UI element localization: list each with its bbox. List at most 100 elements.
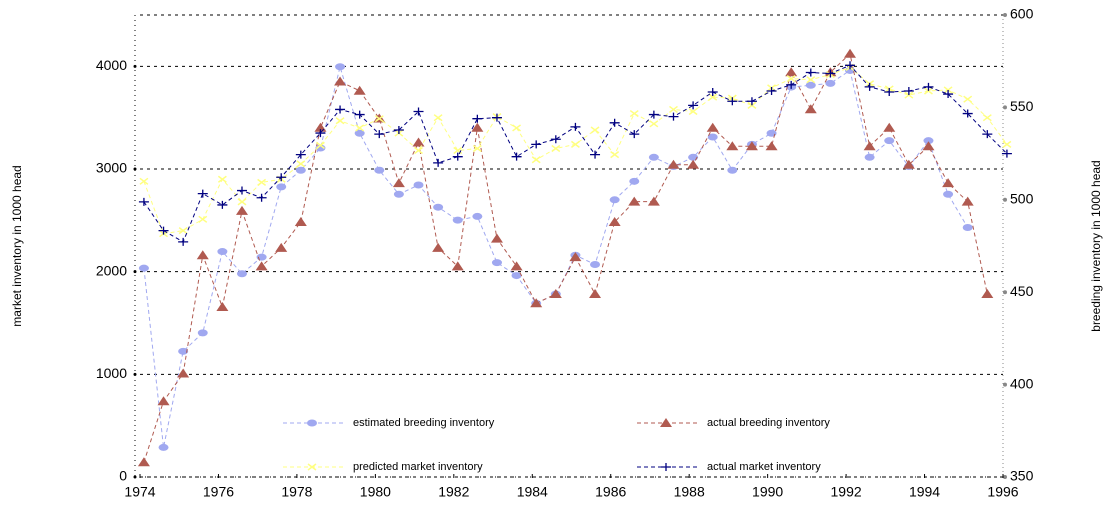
marker [216, 301, 229, 311]
marker [863, 141, 876, 151]
marker [825, 69, 836, 78]
marker [648, 153, 659, 161]
y2-tick [1003, 290, 1007, 295]
y-tick-label: 0 [119, 468, 127, 484]
marker [531, 140, 542, 149]
marker [452, 216, 463, 224]
marker [197, 189, 208, 198]
marker [610, 151, 620, 159]
marker [512, 124, 522, 132]
marker [629, 177, 640, 185]
y2-tick-label: 450 [1010, 283, 1034, 299]
x-tick-label: 1984 [517, 484, 548, 500]
y-tick-label: 3000 [96, 160, 127, 176]
marker [217, 175, 227, 183]
y-tick [133, 64, 137, 68]
marker [805, 81, 816, 89]
y-tick [133, 270, 137, 274]
marker [844, 48, 857, 58]
marker [315, 141, 325, 149]
marker [413, 107, 424, 116]
x-tick-label: 1990 [752, 484, 783, 500]
marker [745, 141, 758, 151]
marker [334, 76, 347, 86]
x-tick-label: 1976 [203, 484, 234, 500]
marker [922, 141, 935, 151]
marker [805, 68, 816, 77]
marker [943, 90, 954, 99]
y2-tick [1003, 475, 1007, 479]
marker [550, 135, 561, 144]
marker [661, 463, 671, 471]
x-tick-label: 1994 [909, 484, 940, 500]
marker [393, 125, 404, 134]
marker [414, 146, 423, 155]
marker [374, 166, 385, 174]
marker [307, 463, 317, 471]
marker [608, 216, 621, 226]
marker [727, 166, 738, 174]
marker [688, 107, 698, 116]
marker [354, 110, 365, 119]
series-line [143, 52, 988, 463]
marker [354, 129, 365, 137]
marker [902, 159, 915, 169]
marker [590, 126, 600, 134]
marker [864, 82, 875, 91]
y-axis-title: market inventory in 1000 head [10, 165, 24, 326]
y2-tick-label: 400 [1010, 375, 1034, 391]
marker [315, 144, 326, 152]
marker [609, 118, 620, 127]
marker [924, 87, 933, 95]
marker [669, 105, 678, 114]
y2-tick [1003, 13, 1007, 17]
marker [531, 156, 541, 164]
marker [786, 75, 796, 83]
marker [963, 95, 973, 103]
marker [667, 159, 680, 169]
marker [943, 86, 953, 94]
marker [864, 153, 875, 161]
marker [355, 124, 365, 132]
marker [942, 178, 955, 188]
marker [198, 215, 208, 223]
marker [255, 261, 268, 271]
marker [726, 141, 739, 151]
x-tick-label: 1988 [674, 484, 705, 500]
y-tick-label: 4000 [96, 57, 127, 73]
marker [804, 104, 817, 114]
marker [660, 418, 672, 427]
marker [137, 457, 150, 467]
marker [590, 260, 601, 268]
marker [708, 93, 718, 101]
marker [451, 261, 464, 271]
marker [335, 117, 345, 125]
marker [178, 237, 189, 246]
y2-tick-label: 600 [1010, 6, 1034, 22]
legend-text: predicted market inventory [353, 461, 483, 473]
x-tick-label: 1982 [438, 484, 469, 500]
marker [471, 122, 484, 132]
marker [275, 242, 288, 252]
marker [904, 91, 914, 99]
marker [706, 122, 719, 132]
marker [569, 252, 582, 262]
marker [707, 88, 718, 96]
marker [549, 289, 562, 299]
marker [178, 347, 189, 355]
x-tick-label: 1978 [281, 484, 312, 500]
marker [491, 113, 502, 122]
marker [472, 212, 483, 220]
y2-tick-label: 350 [1010, 468, 1034, 484]
marker [1002, 140, 1012, 148]
marker [845, 61, 856, 70]
marker [178, 227, 188, 235]
marker [295, 166, 306, 174]
marker [236, 270, 247, 278]
marker [825, 79, 836, 87]
marker [766, 86, 777, 95]
marker [433, 114, 443, 122]
y2-tick-label: 500 [1010, 191, 1034, 207]
marker [786, 80, 797, 89]
